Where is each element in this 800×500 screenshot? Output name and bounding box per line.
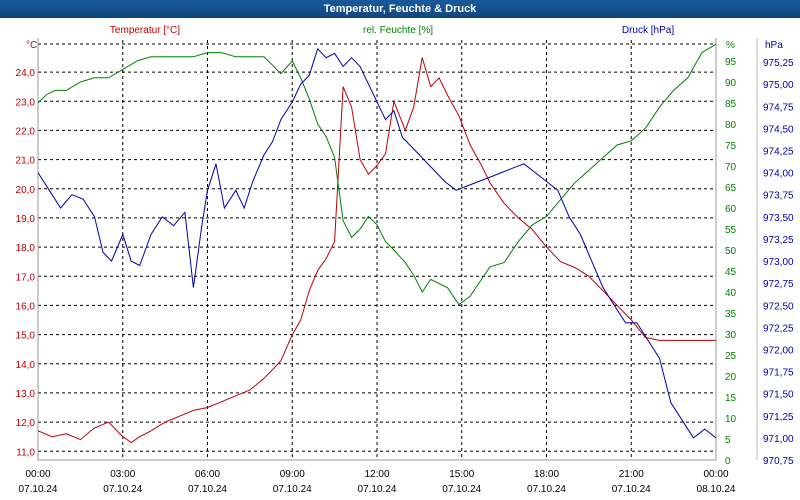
x-tick-time: 06:00	[195, 469, 220, 480]
pressure-tick-label: 974,00	[763, 169, 794, 180]
pressure-tick-label: 974,25	[763, 147, 794, 158]
humidity-legend-label: rel. Feuchte [%]	[363, 25, 433, 36]
pressure-series-line	[37, 47, 717, 439]
humidity-tick-label: 90	[725, 78, 737, 89]
humidity-tick-label: 30	[725, 330, 737, 341]
x-tick-time: 09:00	[280, 469, 305, 480]
x-tick-date: 07.10.24	[358, 484, 397, 495]
x-tick-date: 07.10.24	[188, 484, 227, 495]
series-group	[37, 43, 717, 444]
axes	[37, 38, 758, 461]
humidity-series-line	[37, 43, 717, 306]
x-tick-date: 07.10.24	[103, 484, 142, 495]
pressure-tick-label: 974,75	[763, 102, 794, 113]
x-tick-time: 03:00	[110, 469, 135, 480]
pressure-tick-label: 975,00	[763, 80, 794, 91]
humidity-tick-label: 85	[725, 99, 737, 110]
x-tick-date: 07.10.24	[612, 484, 651, 495]
x-tick-time: 12:00	[364, 469, 389, 480]
temperature-tick-label: 15,0	[16, 331, 36, 342]
humidity-tick-label: 0	[725, 456, 731, 467]
pressure-tick-label: 973,50	[763, 213, 794, 224]
humidity-tick-label: 60	[725, 204, 737, 215]
x-tick-date: 07.10.24	[442, 484, 481, 495]
pressure-tick-label: 973,25	[763, 235, 794, 246]
x-tick-date: 07.10.24	[273, 484, 312, 495]
temperature-tick-label: 19,0	[16, 214, 36, 225]
temperature-tick-label: 20,0	[16, 185, 36, 196]
pressure-tick-label: 975,25	[763, 58, 794, 69]
x-tick-date: 08.10.24	[697, 484, 736, 495]
pressure-tick-label: 972,75	[763, 279, 794, 290]
temperature-tick-label: 11,0	[16, 447, 35, 458]
humidity-tick-label: 95	[725, 57, 737, 68]
temperature-tick-label: 24,0	[16, 68, 36, 79]
pressure-tick-label: 971,00	[763, 434, 794, 445]
temperature-tick-label: 14,0	[16, 360, 36, 371]
temperature-tick-label: 18,0	[16, 243, 36, 254]
x-tick-date: 07.10.24	[19, 484, 58, 495]
pressure-tick-label: 974,50	[763, 124, 794, 135]
humidity-tick-label: 35	[725, 309, 737, 320]
temperature-tick-label: 23,0	[16, 97, 36, 108]
temperature-tick-label: 22,0	[16, 126, 36, 137]
pressure-tick-label: 972,00	[763, 345, 794, 356]
temperature-unit: °C	[26, 40, 37, 51]
pressure-unit: hPa	[765, 40, 783, 51]
pressure-tick-label: 970,75	[763, 456, 794, 467]
humidity-tick-label: 80	[725, 120, 737, 131]
pressure-tick-label: 973,75	[763, 191, 794, 202]
pressure-tick-label: 972,25	[763, 323, 794, 334]
temperature-legend-label: Temperatur [°C]	[110, 25, 180, 36]
chart-title: Temperatur, Feuchte & Druck	[0, 0, 800, 18]
x-tick-time: 00:00	[25, 469, 50, 480]
humidity-tick-label: 50	[725, 246, 737, 257]
x-tick-time: 18:00	[534, 469, 559, 480]
pressure-tick-label: 973,00	[763, 257, 794, 268]
humidity-tick-label: 15	[725, 393, 737, 404]
grid	[38, 40, 716, 460]
temperature-tick-label: 21,0	[16, 156, 36, 167]
humidity-tick-label: 70	[725, 162, 737, 173]
humidity-tick-label: 75	[725, 141, 737, 152]
pressure-tick-label: 972,50	[763, 301, 794, 312]
humidity-tick-label: 25	[725, 351, 737, 362]
temperature-tick-label: 13,0	[16, 389, 36, 400]
humidity-tick-label: 45	[725, 267, 737, 278]
pressure-legend-label: Druck [hPa]	[622, 25, 674, 36]
x-tick-time: 00:00	[703, 469, 728, 480]
temperature-tick-label: 16,0	[16, 301, 36, 312]
humidity-tick-label: 40	[725, 288, 737, 299]
temperature-series-line	[37, 57, 716, 444]
pressure-tick-label: 971,75	[763, 368, 794, 379]
humidity-tick-label: 10	[725, 414, 737, 425]
x-tick-time: 15:00	[449, 469, 474, 480]
temperature-tick-label: 17,0	[16, 272, 36, 283]
humidity-unit: %	[726, 40, 735, 51]
x-tick-time: 21:00	[619, 469, 644, 480]
humidity-tick-label: 20	[725, 372, 737, 383]
humidity-tick-label: 65	[725, 183, 737, 194]
labels-group: 11,0 12,0 13,0 14,0 15,0 16,0 17,0 18,0 19,0 20,0…	[16, 25, 794, 495]
temperature-tick-label: 12,0	[16, 418, 36, 429]
x-tick-date: 07.10.24	[527, 484, 566, 495]
pressure-tick-label: 971,25	[763, 412, 794, 423]
pressure-tick-label: 971,50	[763, 390, 794, 401]
humidity-tick-label: 55	[725, 225, 737, 236]
humidity-tick-label: 5	[725, 435, 731, 446]
